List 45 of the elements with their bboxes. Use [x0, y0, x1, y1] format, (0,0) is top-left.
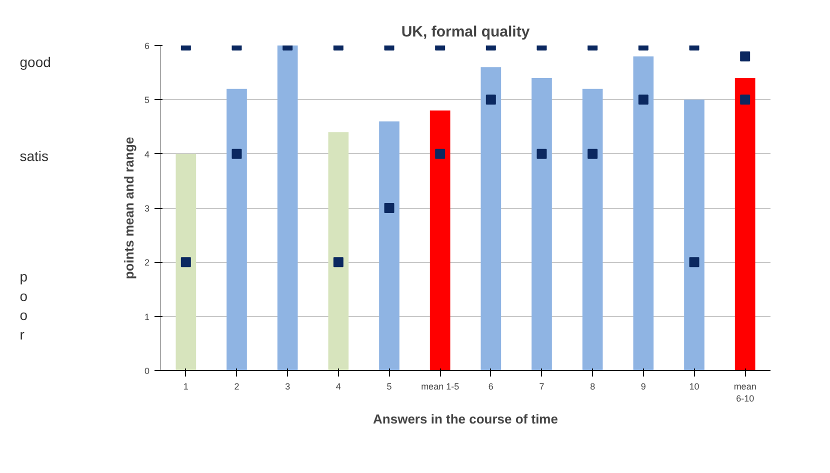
point [689, 257, 700, 268]
bar [277, 46, 298, 370]
x-tick-label: 6 [488, 382, 494, 392]
y-tick-label: 5 [144, 95, 150, 106]
y-tick-label: 1 [144, 312, 150, 322]
text: good [20, 54, 51, 70]
bar [734, 78, 756, 370]
point [333, 257, 344, 268]
y-tick-label: 3 [144, 204, 150, 214]
x-tick-label: mean 6-10 [734, 382, 756, 404]
y-tick-label: 2 [144, 258, 150, 268]
text: p o o r [20, 268, 28, 342]
x-axis-title: Answers in the course of time [373, 412, 558, 426]
point [536, 148, 547, 159]
x-tick-label: mean 1-5 [421, 382, 460, 392]
x-tick-label: 10 [689, 382, 700, 392]
point [588, 148, 598, 159]
bar [176, 154, 196, 370]
bar [480, 67, 502, 370]
point [180, 257, 191, 268]
y-tick-label: 0 [144, 366, 150, 376]
x-tick-label: 8 [590, 382, 596, 392]
y-tick-label: 4 [144, 149, 150, 160]
point [232, 148, 242, 159]
point [384, 203, 394, 213]
x-tick-label: 5 [386, 382, 392, 392]
x-tick-label: 4 [336, 382, 341, 392]
point [435, 148, 446, 159]
text: satis [20, 148, 49, 164]
bar [532, 78, 552, 370]
y-axis-title: points mean and range [121, 136, 136, 280]
x-tick-label: 7 [539, 382, 544, 392]
x-tick-label: 3 [285, 382, 290, 392]
x-tick-label: 9 [640, 382, 646, 392]
bar [328, 132, 349, 370]
bar [582, 88, 603, 370]
bar [684, 100, 704, 370]
bar [430, 110, 450, 370]
bar [226, 88, 247, 370]
bar [379, 121, 400, 370]
x-tick-label: 2 [234, 382, 240, 392]
y-tick-label: 6 [144, 41, 150, 51]
x-tick-label: 1 [183, 382, 188, 392]
chart-title: UK, formal quality [401, 24, 530, 40]
bar [633, 56, 654, 370]
